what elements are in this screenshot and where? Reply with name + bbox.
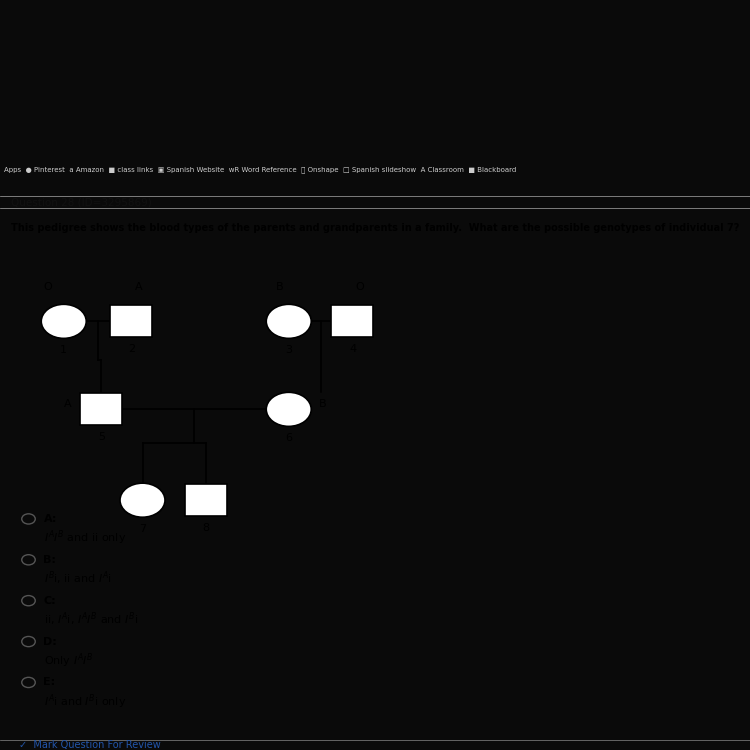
Text: O: O <box>356 282 364 292</box>
Text: C:: C: <box>44 596 56 606</box>
Bar <box>332 305 374 338</box>
Text: 8: 8 <box>202 523 210 533</box>
Bar <box>110 305 152 338</box>
Circle shape <box>41 304 86 338</box>
Text: B: B <box>319 399 326 410</box>
Text: B:: B: <box>44 555 56 565</box>
Text: 2: 2 <box>128 344 135 354</box>
Text: A: A <box>64 399 71 410</box>
Text: D:: D: <box>44 637 57 646</box>
Text: This pedigree shows the blood types of the parents and grandparents in a family.: This pedigree shows the blood types of t… <box>11 224 740 233</box>
Text: 7: 7 <box>139 524 146 534</box>
Text: Apps  ● Pinterest  a Amazon  ■ class links  ▣ Spanish Website  wR Word Reference: Apps ● Pinterest a Amazon ■ class links … <box>4 166 516 172</box>
Circle shape <box>266 304 311 338</box>
Text: E:: E: <box>44 677 55 688</box>
Text: ✓  Mark Question For Review: ✓ Mark Question For Review <box>19 740 160 750</box>
Text: 5: 5 <box>98 432 105 442</box>
Circle shape <box>120 483 165 518</box>
Text: Question 28 (ID=3295869): Question 28 (ID=3295869) <box>11 197 152 207</box>
Bar <box>80 394 122 425</box>
Bar <box>185 484 227 516</box>
Text: O: O <box>43 282 52 292</box>
Text: $I^{B}$i, ii and $I^{A}$i: $I^{B}$i, ii and $I^{A}$i <box>44 569 111 587</box>
Text: ii, $I^{A}$i, $I^{A}$$I^{B}$ and $I^{B}$i: ii, $I^{A}$i, $I^{A}$$I^{B}$ and $I^{B}$… <box>44 610 138 628</box>
Text: $I^{A}$i and $I^{B}$i only: $I^{A}$i and $I^{B}$i only <box>44 692 126 711</box>
Text: 1: 1 <box>60 345 68 355</box>
Text: A:: A: <box>44 514 57 524</box>
Text: 6: 6 <box>285 433 292 443</box>
Circle shape <box>266 392 311 427</box>
Text: 3: 3 <box>285 345 292 355</box>
Text: Only $I^{A}$$I^{B}$: Only $I^{A}$$I^{B}$ <box>44 651 93 670</box>
Text: A: A <box>135 282 142 292</box>
Text: B: B <box>276 282 284 292</box>
Text: $I^{A}I^{B}$ and ii only: $I^{A}I^{B}$ and ii only <box>44 529 126 548</box>
Text: 4: 4 <box>349 344 356 354</box>
